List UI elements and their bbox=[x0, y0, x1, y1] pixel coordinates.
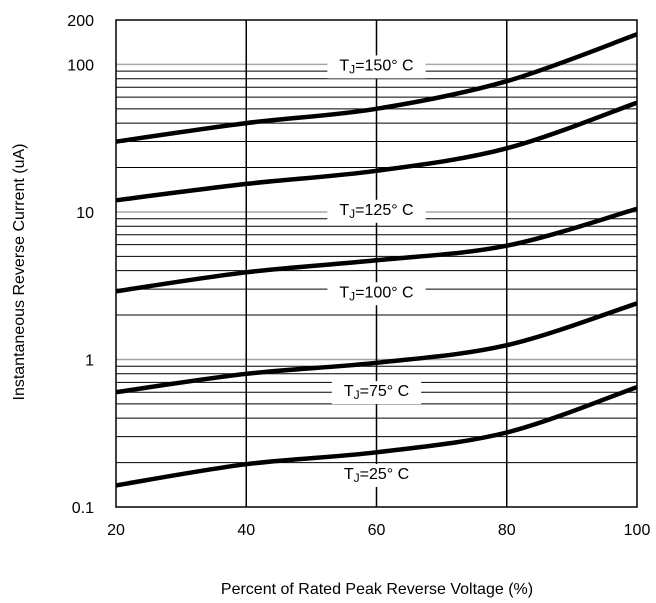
x-tick-label: 80 bbox=[498, 522, 516, 539]
curve-series-3 bbox=[115, 206, 638, 294]
curve-series-5 bbox=[115, 384, 638, 488]
curves bbox=[115, 32, 638, 488]
curve-labels: TJ=150° C TJ=125° C TJ=100° C TJ=75° C TJ=25… bbox=[327, 55, 426, 488]
y-tick-label: 100 bbox=[67, 57, 94, 74]
y-tick-label: 10 bbox=[76, 205, 94, 222]
curve-label-3: TJ=100° C bbox=[327, 282, 426, 306]
curve-series-4 bbox=[115, 301, 638, 395]
curve-label-background bbox=[331, 464, 422, 488]
curve-label-text: TJ=100° C bbox=[339, 284, 413, 303]
curve-label-2: TJ=125° C bbox=[327, 199, 426, 223]
curve-label-text: TJ=125° C bbox=[339, 202, 413, 221]
curve-label-background bbox=[327, 199, 426, 223]
curve-label-text: TJ=75° C bbox=[344, 383, 409, 402]
x-tick-label: 60 bbox=[368, 522, 386, 539]
curve-label-4: TJ=75° C bbox=[331, 381, 422, 405]
y-axis-title: Instantaneous Reverse Current (uA) bbox=[11, 143, 28, 400]
plot-frame bbox=[115, 19, 638, 508]
curve-label-5: TJ=25° C bbox=[331, 464, 422, 488]
curve-label-1: TJ=150° C bbox=[327, 55, 426, 79]
y-tick-label: 0.1 bbox=[72, 500, 94, 517]
x-tick-label: 100 bbox=[624, 522, 651, 539]
x-axis-title: Percent of Rated Peak Reverse Voltage (%… bbox=[221, 581, 533, 598]
x-tick-label: 20 bbox=[107, 522, 125, 539]
x-tick-label: 40 bbox=[237, 522, 255, 539]
tick-labels: 20 40 60 80 100 0.1 1 10 100 200 bbox=[67, 13, 650, 539]
grid bbox=[116, 20, 637, 507]
curve-label-background bbox=[327, 55, 426, 79]
curve-series-1 bbox=[115, 32, 638, 144]
curve-label-background bbox=[327, 282, 426, 306]
curve-label-text: TJ=150° C bbox=[339, 57, 413, 76]
curve-series-2 bbox=[115, 100, 638, 203]
curve-label-text: TJ=25° C bbox=[344, 466, 409, 485]
curve-label-background bbox=[331, 381, 422, 405]
y-tick-label: 200 bbox=[67, 13, 94, 30]
y-tick-label: 1 bbox=[85, 352, 94, 369]
